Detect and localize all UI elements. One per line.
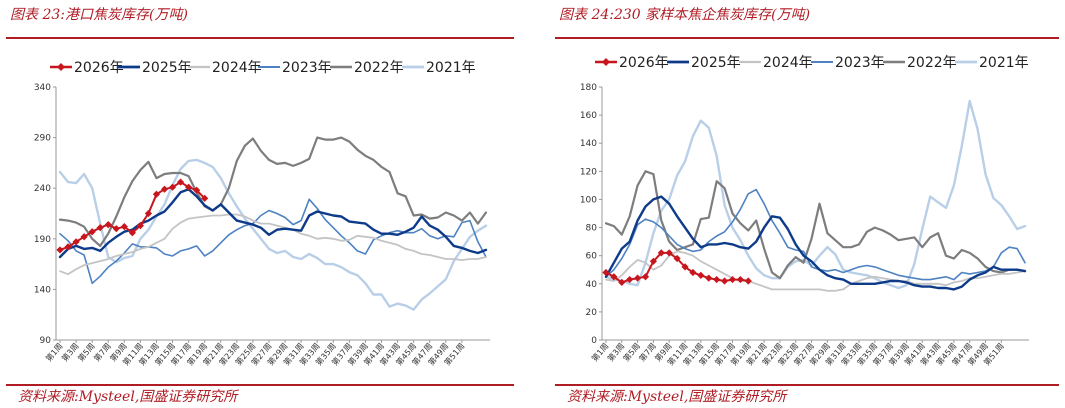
- y-tick-label: 190: [34, 235, 51, 245]
- y-tick-label: 140: [34, 285, 51, 295]
- series-point-2026: [144, 209, 153, 218]
- y-tick-label: 180: [580, 83, 597, 93]
- series-point-2026: [128, 229, 136, 237]
- series-point-2026: [673, 254, 681, 263]
- legend-label-2023: 2023年: [835, 55, 885, 71]
- y-tick-label: 60: [586, 252, 598, 262]
- chart-panel-230-cokery-inventory: 图表 24:230 家样本焦企焦炭库存(万吨) 0 20 40 60 80 100 120 1…: [549, 0, 1065, 408]
- series-point-2026: [136, 222, 144, 230]
- series-line-2023: [59, 198, 487, 285]
- y-tick-label: 80: [586, 224, 598, 234]
- source-note: 资料来源:Mysteel,国盛证券研究所: [18, 389, 238, 405]
- series-point-2026: [72, 238, 80, 246]
- series-line-2024: [59, 213, 487, 276]
- y-tick-label: 160: [580, 111, 597, 121]
- legend-label-2022: 2022年: [354, 60, 404, 76]
- line-chart: 90140190240290340第1周第3周第5周第7周第9周第11周第13周…: [34, 60, 490, 367]
- y-tick-label: 100: [580, 195, 597, 205]
- series-point-2026: [96, 224, 104, 232]
- y-tick-label: 20: [586, 308, 598, 318]
- series-point-2026: [618, 278, 626, 286]
- legend-label-2023: 2023年: [282, 60, 332, 76]
- series-point-2026: [697, 271, 705, 279]
- series-point-2026: [56, 246, 64, 254]
- series-point-2026: [152, 190, 161, 198]
- series-point-2026: [168, 183, 177, 191]
- series-point-2026: [736, 275, 744, 284]
- title-divider: [6, 37, 514, 39]
- source-divider: [555, 384, 1059, 386]
- series-point-2026: [112, 225, 120, 233]
- series-point-2026: [744, 277, 752, 285]
- y-tick-label: 290: [34, 134, 51, 144]
- series-line-2021: [604, 99, 1027, 290]
- y-tick-label: 340: [34, 83, 51, 93]
- legend-label-2025: 2025年: [691, 55, 741, 71]
- series-point-2026: [193, 186, 201, 194]
- legend-label-2022: 2022年: [907, 55, 957, 71]
- series-point-2026: [88, 228, 96, 236]
- source-note: 资料来源:Mysteel,国盛证券研究所: [567, 389, 787, 405]
- y-tick-label: 90: [40, 336, 52, 346]
- y-tick-label: 120: [580, 167, 597, 177]
- x-tick-label: 第3周: [59, 341, 80, 364]
- x-tick-label: 第7周: [92, 341, 113, 364]
- y-tick-label: 0: [591, 336, 597, 346]
- chart-panel-port-coke-inventory: 图表 23:港口焦炭库存(万吨) 90 140 190 240 290 340 第1周 第3周…: [0, 0, 520, 408]
- source-divider: [6, 384, 514, 386]
- series-point-2026: [80, 233, 88, 241]
- legend-marker-2026: [602, 58, 610, 66]
- legend-label-2026: 2026年: [74, 60, 124, 76]
- series-point-2026: [689, 268, 697, 277]
- series-point-2026: [641, 273, 650, 281]
- series-point-2026: [185, 183, 193, 191]
- chart-title: 图表 24:230 家样本焦企焦炭库存(万吨): [559, 7, 811, 23]
- series-line-2022: [604, 170, 1027, 280]
- series-line-2025: [58, 187, 488, 259]
- series-line-2021: [58, 158, 488, 311]
- line-chart: 020406080100120140160180第1周第3周第5周第7周第9周第…: [580, 55, 1029, 367]
- series-line-2022: [58, 136, 488, 247]
- series-line-2023: [605, 188, 1026, 281]
- series-point-2026: [160, 185, 169, 193]
- title-divider: [555, 37, 1059, 39]
- series-point-2026: [120, 223, 128, 231]
- legend-label-2024: 2024年: [763, 55, 813, 71]
- series-line-2024: [605, 250, 1026, 292]
- series-point-2026: [705, 274, 713, 282]
- y-tick-label: 140: [580, 139, 597, 149]
- series-point-2026: [720, 277, 729, 285]
- chart-title: 图表 23:港口焦炭库存(万吨): [10, 7, 188, 23]
- legend-label-2026: 2026年: [619, 55, 669, 71]
- legend-label-2021: 2021年: [979, 55, 1029, 71]
- series-point-2026: [713, 275, 721, 284]
- legend-label-2025: 2025年: [142, 60, 192, 76]
- y-tick-label: 40: [586, 280, 598, 290]
- legend-label-2024: 2024年: [212, 60, 262, 76]
- y-tick-label: 240: [34, 184, 51, 194]
- series-point-2026: [633, 274, 642, 282]
- series-point-2026: [104, 221, 112, 229]
- series-point-2026: [176, 178, 185, 186]
- series-point-2026: [201, 194, 209, 202]
- series-point-2026: [64, 243, 72, 251]
- series-point-2026: [665, 249, 673, 257]
- legend-marker-2026: [57, 63, 65, 71]
- x-tick-label: 第5周: [75, 341, 96, 364]
- series-line-2025: [604, 195, 1027, 291]
- legend-label-2021: 2021年: [426, 60, 476, 76]
